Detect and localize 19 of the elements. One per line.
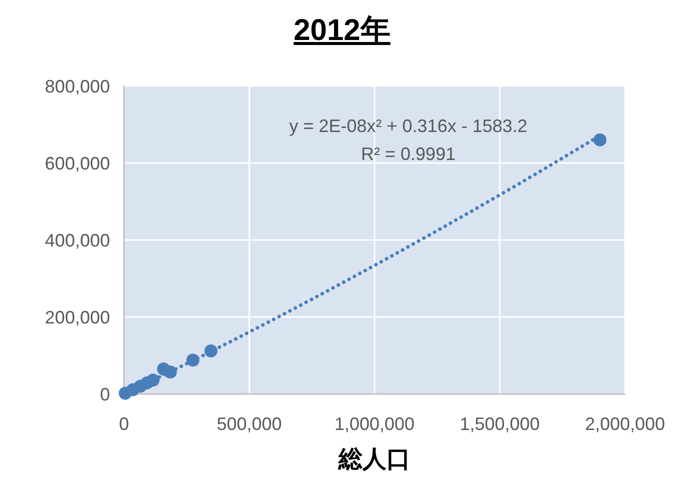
x-axis-title: 総人口 xyxy=(338,446,410,473)
x-tick-label: 1,000,000 xyxy=(334,414,415,434)
point xyxy=(204,344,218,358)
annotation: R² = 0.9991 xyxy=(361,144,456,164)
point xyxy=(593,133,606,146)
y-tick-label: 400,000 xyxy=(44,230,110,250)
point xyxy=(164,366,177,379)
x-tick-label: 2,000,000 xyxy=(584,414,666,434)
annotation: y = 2E-08x² + 0.316x - 1583.2 xyxy=(289,116,528,136)
x-tick-label: 500,000 xyxy=(216,414,282,434)
x-tick-label: 1,500,000 xyxy=(460,414,540,434)
y-tick-label: 800,000 xyxy=(44,76,110,96)
chart-title: 2012年 xyxy=(294,14,390,47)
point xyxy=(186,354,200,367)
y-tick-label: 0 xyxy=(100,384,110,404)
y-tick-label: 600,000 xyxy=(44,153,110,174)
y-tick-label: 200,000 xyxy=(44,307,110,328)
point xyxy=(146,374,160,387)
x-tick-label: 0 xyxy=(118,414,130,434)
